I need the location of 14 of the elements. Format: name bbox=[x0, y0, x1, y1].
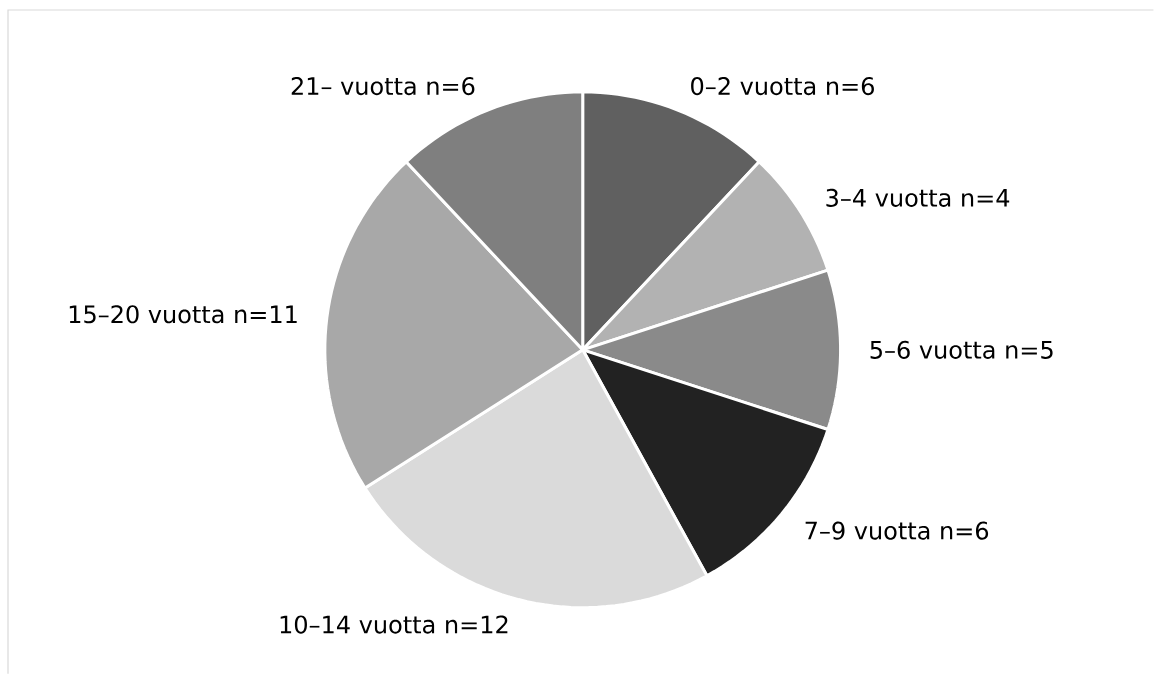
slice-label: 7–9 vuotta bbox=[805, 521, 930, 540]
data-label: n=11 bbox=[235, 305, 297, 323]
slice-label: 3–4 vuotta bbox=[826, 188, 951, 207]
data-label: n=6 bbox=[941, 521, 989, 540]
data-label: n=4 bbox=[962, 188, 1010, 207]
data-label: n=6 bbox=[827, 76, 874, 96]
data-label: n=6 bbox=[427, 76, 475, 96]
slice-label: 10–14 vuotta bbox=[280, 615, 435, 634]
slice-label: 0–2 vuotta bbox=[691, 76, 816, 96]
slice-label: 21– vuotta bbox=[291, 76, 416, 96]
slice-label: 15–20 vuotta bbox=[69, 305, 224, 324]
slice-label: 5–6 vuotta bbox=[870, 340, 995, 359]
data-label: n=12 bbox=[446, 615, 508, 634]
data-label: n=5 bbox=[1006, 340, 1053, 359]
